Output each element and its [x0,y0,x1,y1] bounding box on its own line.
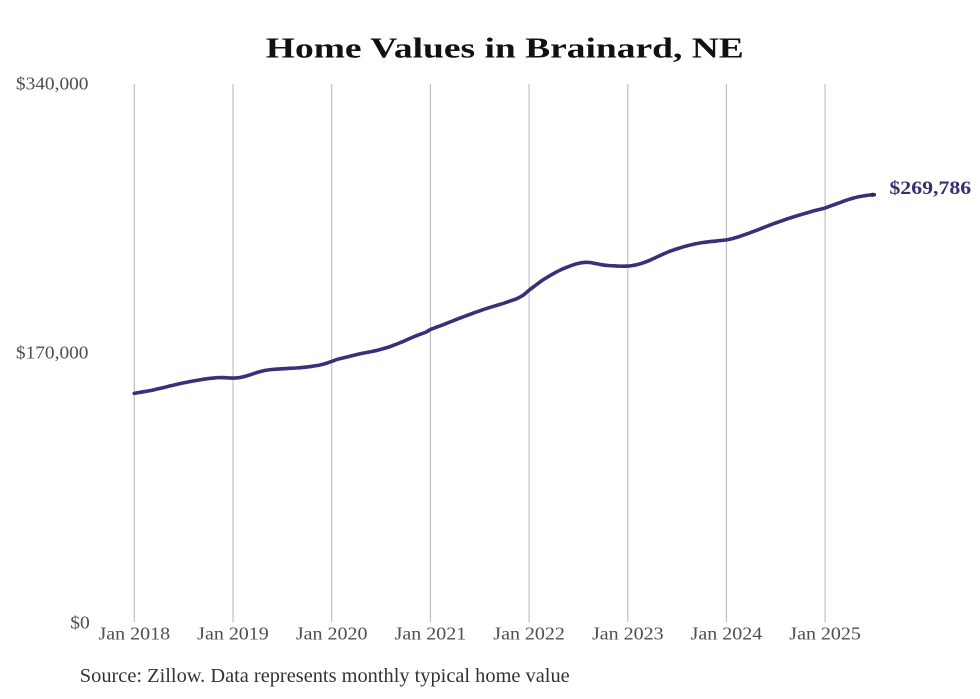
svg-text:Jan 2021: Jan 2021 [395,624,467,644]
svg-text:Jan 2025: Jan 2025 [789,624,861,644]
svg-text:$0: $0 [70,613,90,633]
svg-text:Jan 2022: Jan 2022 [493,624,565,644]
svg-text:$340,000: $340,000 [16,73,89,93]
svg-text:Jan 2018: Jan 2018 [99,624,171,644]
svg-text:Home Values in Brainard, NE: Home Values in Brainard, NE [266,34,744,65]
svg-text:$170,000: $170,000 [16,343,89,363]
svg-text:Jan 2019: Jan 2019 [197,624,269,644]
svg-text:Source: Zillow. Data represent: Source: Zillow. Data represents monthly … [80,666,570,687]
svg-text:Jan 2024: Jan 2024 [691,624,763,644]
svg-text:Jan 2020: Jan 2020 [296,624,368,644]
svg-text:Jan 2023: Jan 2023 [592,624,664,644]
svg-text:$269,786: $269,786 [889,178,971,199]
